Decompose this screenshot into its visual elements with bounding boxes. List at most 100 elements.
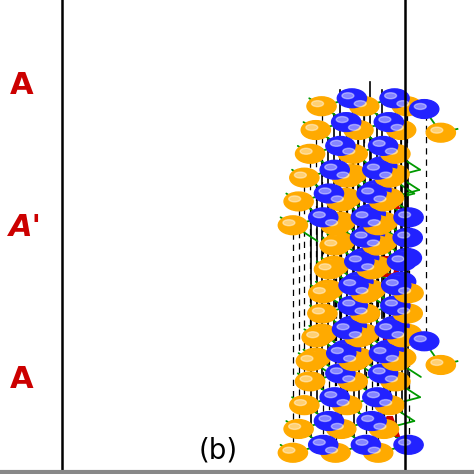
Ellipse shape [350,97,379,116]
Ellipse shape [295,145,325,163]
Ellipse shape [380,324,392,330]
Ellipse shape [301,348,330,367]
Ellipse shape [327,192,356,211]
Ellipse shape [399,439,410,445]
Ellipse shape [325,240,337,246]
Ellipse shape [342,93,354,99]
Ellipse shape [302,328,331,346]
Ellipse shape [338,145,367,163]
Ellipse shape [386,280,398,286]
Ellipse shape [330,368,342,374]
Ellipse shape [336,192,348,198]
Ellipse shape [307,332,319,337]
Ellipse shape [431,359,443,365]
Ellipse shape [374,340,403,359]
Ellipse shape [367,392,379,398]
Ellipse shape [387,252,417,271]
Ellipse shape [374,196,386,202]
Ellipse shape [332,189,361,207]
Ellipse shape [369,344,399,363]
Text: A: A [9,71,33,100]
Ellipse shape [336,344,348,350]
Ellipse shape [309,284,338,302]
Ellipse shape [331,347,343,354]
Ellipse shape [309,208,338,227]
Ellipse shape [332,320,362,339]
Ellipse shape [386,356,398,362]
Ellipse shape [344,348,373,367]
Ellipse shape [344,280,356,286]
Ellipse shape [362,256,391,275]
Ellipse shape [313,288,325,293]
Ellipse shape [331,196,343,202]
Ellipse shape [343,376,355,382]
Ellipse shape [380,89,409,108]
Ellipse shape [342,169,354,174]
Ellipse shape [355,308,367,314]
Ellipse shape [300,376,312,382]
Ellipse shape [357,184,386,203]
Ellipse shape [326,137,355,155]
Ellipse shape [327,344,356,363]
Ellipse shape [368,447,380,453]
Ellipse shape [380,317,409,335]
Ellipse shape [351,436,381,454]
Ellipse shape [337,324,349,330]
Ellipse shape [373,140,385,146]
Ellipse shape [320,160,349,179]
Ellipse shape [350,324,379,343]
Ellipse shape [385,300,397,306]
Ellipse shape [381,296,410,315]
Ellipse shape [398,308,410,314]
Ellipse shape [295,372,325,391]
Ellipse shape [363,388,392,407]
Ellipse shape [319,256,348,275]
Ellipse shape [386,273,416,291]
Ellipse shape [410,332,439,351]
Ellipse shape [382,276,411,295]
Text: B: B [379,255,401,283]
Ellipse shape [367,164,379,170]
Ellipse shape [308,304,337,323]
Ellipse shape [319,416,331,421]
Ellipse shape [397,252,409,258]
Ellipse shape [379,192,391,198]
Ellipse shape [332,113,361,131]
Ellipse shape [374,189,403,207]
Ellipse shape [431,127,443,133]
Ellipse shape [321,216,350,235]
Ellipse shape [320,388,349,407]
Ellipse shape [374,347,386,354]
Ellipse shape [398,232,410,238]
Ellipse shape [338,372,367,391]
Ellipse shape [387,328,417,346]
Ellipse shape [394,208,423,227]
Ellipse shape [342,320,354,326]
Ellipse shape [362,181,391,200]
Ellipse shape [306,352,318,358]
Ellipse shape [312,308,324,314]
Ellipse shape [338,296,367,315]
Ellipse shape [384,93,397,99]
Ellipse shape [368,220,380,226]
Text: A: A [379,187,401,216]
Ellipse shape [393,228,422,247]
Ellipse shape [294,172,306,178]
Ellipse shape [332,396,362,415]
Ellipse shape [360,228,372,235]
Ellipse shape [349,332,361,337]
Ellipse shape [379,117,391,122]
Ellipse shape [414,336,426,342]
Ellipse shape [348,352,360,358]
Ellipse shape [332,340,361,359]
Ellipse shape [330,216,342,222]
Ellipse shape [356,204,385,223]
Ellipse shape [307,324,336,343]
Ellipse shape [381,145,410,163]
Ellipse shape [356,212,368,218]
Ellipse shape [331,423,343,429]
Ellipse shape [278,443,308,462]
Ellipse shape [332,168,362,187]
Ellipse shape [314,260,344,279]
Ellipse shape [326,364,355,383]
